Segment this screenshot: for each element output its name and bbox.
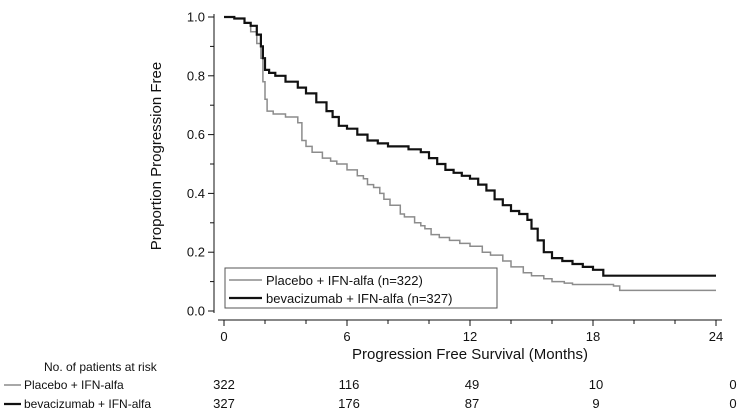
legend-label-bevacizumab: bevacizumab + IFN-alfa (n=327) [266,291,452,306]
y-tick-label: 0.2 [187,245,205,260]
legend-label-placebo: Placebo + IFN-alfa (n=322) [266,273,423,288]
series-line-placebo [224,16,716,292]
legend-box [224,267,498,309]
risk-row-bevacizumab-label: bevacizumab + IFN-alfa [24,397,151,411]
x-tick-label: 0 [220,329,227,344]
risk-table: No. of patients at risk Placebo + IFN-al… [4,360,737,411]
risk-table-header: No. of patients at risk [44,360,158,374]
risk-count: 0 [729,396,736,411]
x-tick-label: 12 [463,329,477,344]
risk-count: 322 [213,377,235,392]
y-tick-label: 0.4 [187,186,205,201]
risk-count: 116 [339,377,360,392]
risk-count: 0 [729,377,736,392]
risk-count: 49 [465,377,479,392]
risk-row-placebo-label: Placebo + IFN-alfa [24,378,124,392]
x-tick-label: 24 [709,329,723,344]
series-lines [224,15,716,292]
risk-count: 10 [589,377,603,392]
y-tick-label: 0.0 [187,304,205,319]
y-tick-label: 0.8 [187,68,205,83]
x-axis-title: Progression Free Survival (Months) [352,346,588,363]
series-line-bevacizumab [224,15,716,277]
risk-count: 87 [465,396,479,411]
legend: Placebo + IFN-alfa (n=322) bevacizumab +… [224,267,498,309]
y-tick-label: 0.6 [187,127,205,142]
risk-count: 9 [592,396,599,411]
x-tick-label: 18 [586,329,600,344]
risk-count: 327 [213,396,235,411]
x-tick-label: 6 [343,329,350,344]
axes: 0.0 0.2 0.4 0.6 0.8 1.0 0 6 12 18 24 [187,10,723,345]
y-axis-title: Proportion Progression Free [148,62,165,250]
risk-count: 176 [338,396,360,411]
y-tick-label: 1.0 [187,10,205,25]
